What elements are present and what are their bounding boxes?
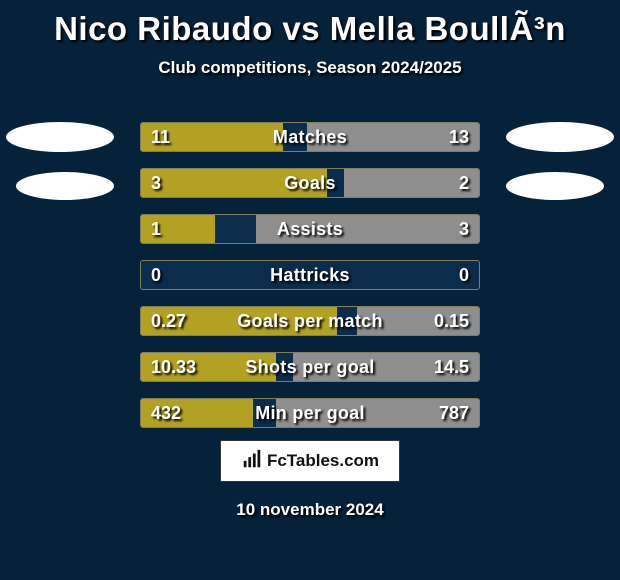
watermark: FcTables.com [220, 440, 400, 482]
stat-value-left: 3 [141, 169, 171, 197]
stat-value-left: 0 [141, 261, 171, 289]
stat-value-right: 0 [449, 261, 479, 289]
stat-value-left: 1 [141, 215, 171, 243]
player-right-badge-2 [506, 172, 604, 200]
stat-label: Assists [141, 215, 479, 243]
stat-row: Goals3 2 [140, 168, 480, 198]
stat-row: Matches11 13 [140, 122, 480, 152]
player-left-badge-2 [16, 172, 114, 200]
stat-value-right: 0.15 [424, 307, 479, 335]
stat-label: Matches [141, 123, 479, 151]
stat-value-right: 3 [449, 215, 479, 243]
stat-label: Hattricks [141, 261, 479, 289]
stat-value-right: 2 [449, 169, 479, 197]
stat-row: Min per goal432787 [140, 398, 480, 428]
stat-row: Hattricks0 0 [140, 260, 480, 290]
stat-value-left: 10.33 [141, 353, 206, 381]
stat-row: Assists1 3 [140, 214, 480, 244]
stat-value-left: 0.27 [141, 307, 196, 335]
stat-label: Goals [141, 169, 479, 197]
stat-value-left: 432 [141, 399, 191, 427]
bar-chart-icon [241, 448, 263, 475]
stat-row: Shots per goal10.3314.5 [140, 352, 480, 382]
watermark-text: FcTables.com [267, 451, 379, 471]
stat-value-left: 11 [141, 123, 180, 151]
stat-row: Goals per match0.270.15 [140, 306, 480, 336]
player-left-badge-1 [6, 122, 114, 152]
page-title: Nico Ribaudo vs Mella BoullÃ³n [0, 0, 620, 48]
page-subtitle: Club competitions, Season 2024/2025 [0, 58, 620, 78]
stats-comparison: Matches1113Goals32Assists13Hattricks00Go… [140, 122, 480, 444]
stat-value-right: 787 [429, 399, 479, 427]
player-right-badge-1 [506, 122, 614, 152]
stat-value-right: 14.5 [424, 353, 479, 381]
stat-value-right: 13 [439, 123, 479, 151]
footer-date: 10 november 2024 [0, 500, 620, 520]
